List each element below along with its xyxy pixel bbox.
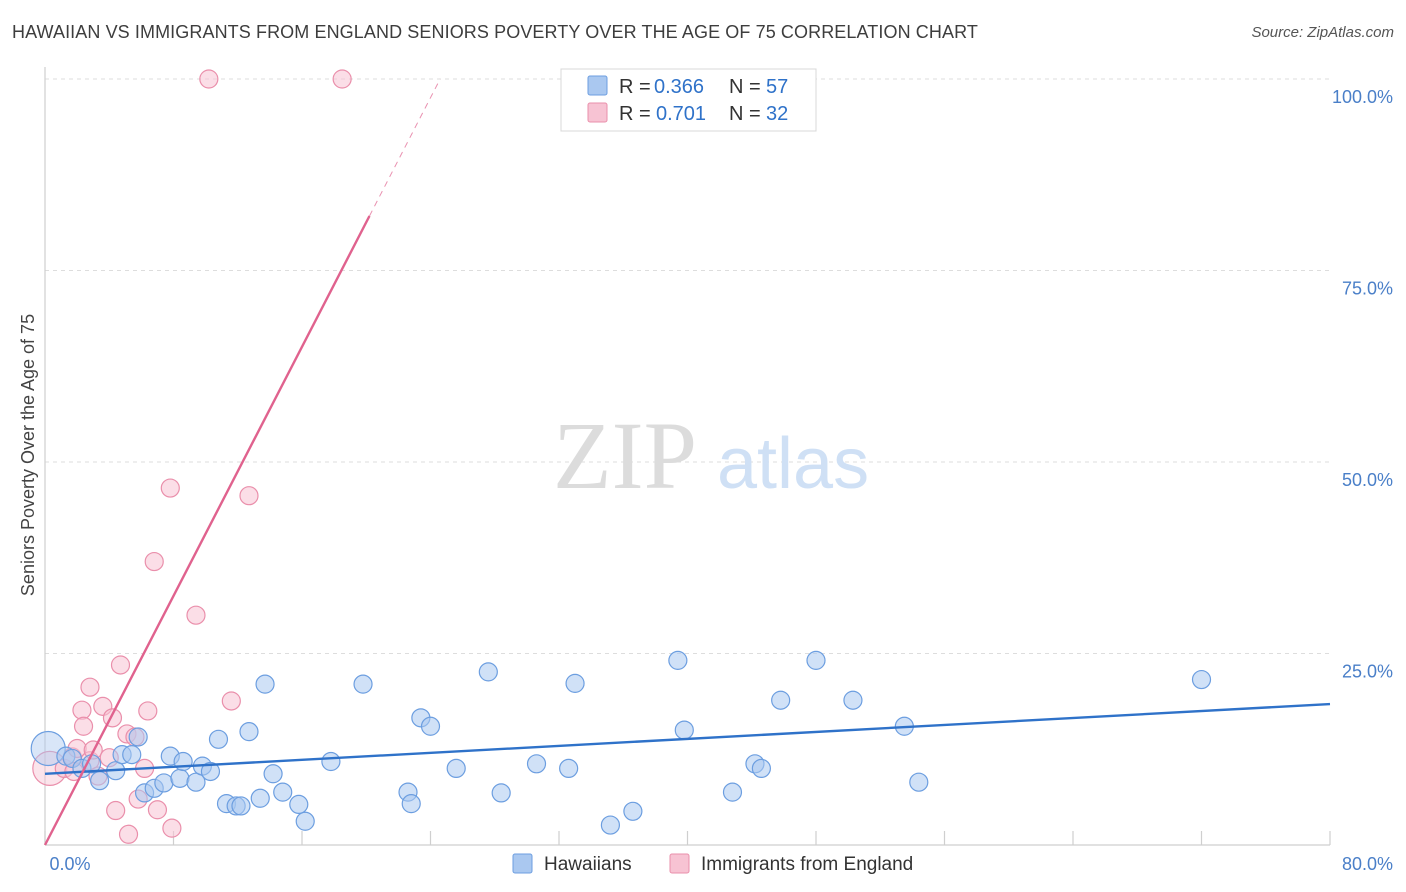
y-axis-label: Seniors Poverty Over the Age of 75 xyxy=(18,314,38,596)
legend-top: R = 0.366 N = 57 R = 0.701 N = 32 xyxy=(560,68,817,132)
england-point xyxy=(239,486,259,506)
england-point xyxy=(106,800,126,821)
hawaiians-point xyxy=(600,815,621,835)
legend-bottom-label-england: Immigrants from England xyxy=(701,854,913,875)
hawaiians-point xyxy=(353,674,373,694)
hawaiians-point xyxy=(526,754,547,774)
legend-swatch-hawaiians xyxy=(587,75,608,96)
hawaiians-point xyxy=(122,745,142,765)
england-point xyxy=(199,69,219,89)
hawaiians-point xyxy=(565,673,585,693)
hawaiians-point xyxy=(273,782,293,802)
hawaiians-point xyxy=(321,751,341,772)
legend-bottom-label-hawaiians: Hawaiians xyxy=(544,854,632,875)
hawaiians-point xyxy=(289,794,309,815)
hawaiians-point xyxy=(722,782,743,802)
legend-bottom: Hawaiians Immigrants from England xyxy=(512,853,913,875)
legend-r-label: R = xyxy=(619,103,651,125)
england-trend-line xyxy=(43,215,371,846)
trend-lines xyxy=(43,78,1331,846)
legend-bottom-swatch-england xyxy=(669,853,690,874)
hawaiians-point xyxy=(401,794,421,814)
legend-n-value: 32 xyxy=(766,103,788,125)
hawaiians-point xyxy=(771,690,791,710)
axes xyxy=(44,67,1331,846)
hawaiians-point xyxy=(446,758,466,779)
watermark-atlas: atlas xyxy=(717,424,869,504)
hawaiians-point xyxy=(751,758,771,779)
y-tick-label: 50.0% xyxy=(1342,470,1393,490)
hawaiians-point xyxy=(255,674,275,694)
legend-n-label: N = xyxy=(729,103,761,125)
england-point xyxy=(118,824,139,844)
hawaiians-point xyxy=(90,771,110,791)
hawaiians-point xyxy=(1191,669,1212,690)
y-tick-label: 75.0% xyxy=(1342,279,1393,299)
england-point xyxy=(80,677,100,697)
legend-n-label: N = xyxy=(729,76,761,98)
hawaiians-point xyxy=(231,796,251,816)
legend-r-label: R = xyxy=(619,76,651,98)
legend-swatch-england xyxy=(587,102,608,123)
england-point xyxy=(147,800,168,820)
y-tick-label: 25.0% xyxy=(1342,662,1393,682)
hawaiians-trend-line xyxy=(44,702,1331,775)
hawaiians-point xyxy=(154,773,174,793)
hawaiians-point xyxy=(239,722,259,742)
hawaiians-point xyxy=(806,650,826,670)
series-immigrants-from-england xyxy=(32,69,352,844)
england-point xyxy=(138,701,158,721)
hawaiians-point xyxy=(128,727,148,747)
y-tick-label: 100.0% xyxy=(1332,87,1393,107)
england-point xyxy=(332,69,352,89)
x-tick-label: 80.0% xyxy=(1342,854,1393,874)
watermark: ZIP atlas xyxy=(553,402,869,509)
hawaiians-point xyxy=(420,716,441,736)
england-point xyxy=(72,700,92,720)
hawaiians-point xyxy=(208,729,229,749)
x-tick-label: 0.0% xyxy=(49,854,90,874)
chart-title: HAWAIIAN VS IMMIGRANTS FROM ENGLAND SENI… xyxy=(12,22,978,42)
england-point xyxy=(144,551,164,572)
tick-labels: 25.0% 50.0% 75.0% 100.0% 0.0% 80.0% xyxy=(49,87,1393,874)
england-trend-line-extension xyxy=(369,78,441,217)
hawaiians-point xyxy=(843,690,863,710)
hawaiians-point xyxy=(200,761,221,782)
england-point xyxy=(73,716,94,736)
hawaiians-point xyxy=(478,662,498,682)
hawaiians-point xyxy=(250,788,270,808)
watermark-zip: ZIP xyxy=(553,402,697,509)
england-point xyxy=(186,605,206,625)
hawaiians-point xyxy=(491,783,511,803)
hawaiians-point xyxy=(909,772,929,792)
hawaiians-point xyxy=(623,801,643,821)
source-label: Source: ZipAtlas.com xyxy=(1251,24,1394,41)
gridlines xyxy=(45,78,1330,654)
hawaiians-point xyxy=(295,811,315,831)
hawaiians-point xyxy=(674,720,694,740)
england-point xyxy=(160,478,180,498)
hawaiians-point xyxy=(559,758,579,779)
hawaiians-point xyxy=(170,768,190,788)
england-point xyxy=(221,691,241,711)
legend-n-value: 57 xyxy=(766,76,788,98)
hawaiians-point xyxy=(668,650,688,670)
hawaiians-point xyxy=(263,764,283,784)
legend-r-value: 0.366 xyxy=(654,76,704,98)
legend-bottom-swatch-hawaiians xyxy=(512,853,533,874)
england-point xyxy=(162,818,182,838)
england-point xyxy=(110,655,131,675)
legend-r-value: 0.701 xyxy=(656,103,706,125)
